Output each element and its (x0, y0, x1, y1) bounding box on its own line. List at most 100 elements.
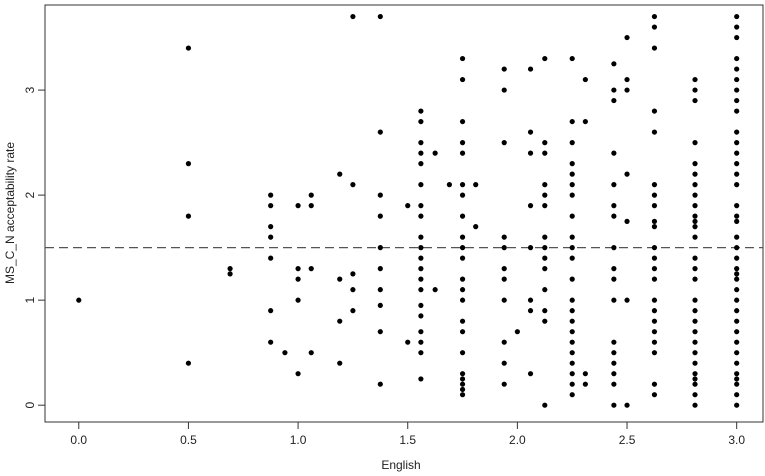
point (692, 402, 698, 408)
point (542, 287, 548, 293)
point (734, 371, 740, 377)
point (734, 245, 740, 251)
point (542, 402, 548, 408)
point (350, 287, 356, 293)
point (459, 255, 466, 261)
point (185, 213, 192, 219)
point (734, 218, 740, 224)
point (651, 45, 658, 51)
point (501, 276, 507, 282)
point (692, 171, 698, 177)
point (295, 297, 301, 303)
point (692, 139, 698, 146)
x-axis-title: English (381, 458, 420, 472)
point (377, 13, 383, 20)
point (459, 150, 466, 156)
point (611, 339, 617, 345)
point (569, 192, 575, 198)
point (569, 245, 575, 251)
point (651, 24, 658, 30)
point (651, 218, 658, 224)
point (651, 129, 658, 135)
point (418, 182, 424, 188)
point (501, 339, 507, 345)
point (377, 287, 383, 293)
point (418, 276, 424, 282)
point (542, 150, 548, 156)
point (569, 350, 575, 356)
point (527, 203, 534, 209)
point (651, 266, 658, 272)
point (734, 161, 740, 167)
point (185, 161, 192, 167)
point (582, 371, 588, 377)
point (734, 213, 740, 219)
point (569, 182, 575, 188)
point (692, 266, 698, 272)
point (459, 76, 466, 83)
point (268, 192, 274, 198)
point (282, 350, 288, 356)
point (473, 224, 479, 230)
point (459, 245, 466, 251)
point (501, 87, 507, 93)
point (624, 297, 630, 303)
point (337, 171, 343, 177)
point (377, 245, 383, 251)
point (350, 271, 356, 277)
point (734, 276, 740, 282)
point (569, 360, 575, 366)
point (377, 302, 383, 309)
point (734, 203, 740, 209)
point (569, 234, 575, 240)
point (611, 203, 617, 209)
point (501, 360, 507, 366)
point (527, 297, 534, 303)
point (569, 139, 575, 146)
point (569, 118, 575, 125)
point (611, 87, 617, 93)
point (418, 255, 424, 261)
point (651, 182, 658, 188)
point (692, 297, 698, 303)
point (514, 329, 520, 335)
point (418, 203, 424, 209)
point (611, 297, 617, 303)
point (418, 108, 424, 114)
point (377, 129, 383, 135)
point (268, 308, 274, 314)
point (459, 318, 466, 324)
y-tick-label: 0 (23, 402, 37, 409)
point (734, 287, 740, 293)
point (611, 266, 617, 272)
point (734, 13, 740, 20)
point (418, 161, 424, 167)
point (527, 66, 534, 72)
point (651, 108, 658, 114)
point (692, 224, 698, 230)
point (569, 308, 575, 314)
point (295, 371, 301, 377)
point (268, 339, 274, 345)
point (692, 192, 698, 198)
point (611, 402, 617, 408)
point (569, 318, 575, 324)
point (377, 192, 383, 198)
point (734, 150, 740, 156)
point (569, 276, 575, 282)
point (692, 392, 698, 398)
point (542, 266, 548, 272)
point (651, 192, 658, 198)
point (734, 381, 740, 387)
point (734, 402, 740, 408)
point (651, 245, 658, 251)
point (377, 381, 383, 387)
point (308, 192, 314, 198)
point (501, 66, 507, 72)
point (337, 318, 343, 324)
point (418, 350, 424, 356)
point (692, 371, 698, 377)
point (418, 313, 424, 319)
point (692, 203, 698, 209)
point (418, 266, 424, 272)
